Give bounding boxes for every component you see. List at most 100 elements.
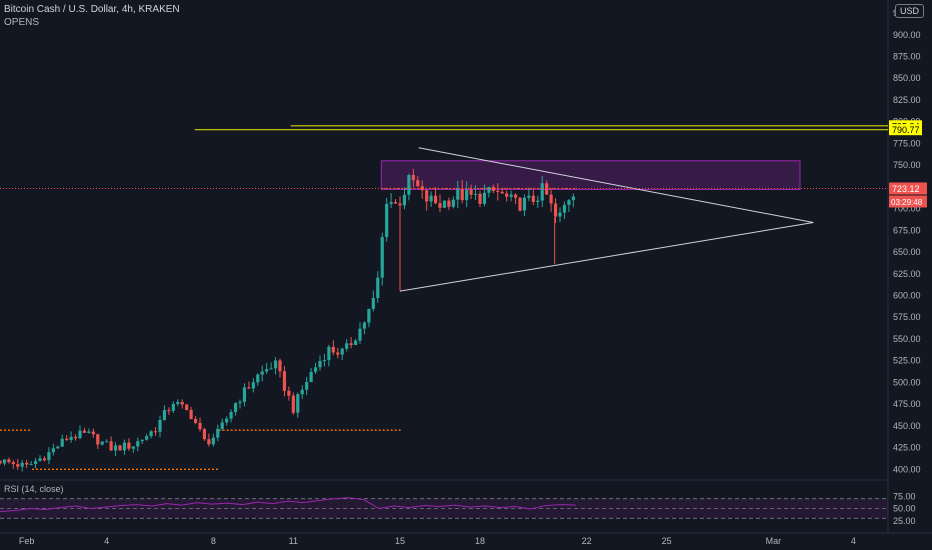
candle-body — [25, 462, 29, 465]
candle-body — [291, 395, 295, 413]
candle-body — [531, 195, 535, 203]
candle-body — [265, 369, 269, 372]
candle-body — [300, 389, 304, 395]
candle-body — [56, 446, 60, 449]
candle-body — [513, 194, 518, 198]
resistance-zone — [380, 160, 801, 190]
candle-body — [251, 382, 255, 389]
candle-body — [65, 438, 69, 440]
candle-body — [247, 387, 251, 389]
candle-body — [109, 441, 113, 451]
candle-body — [167, 410, 171, 412]
candle-body — [447, 200, 451, 207]
candle-body — [33, 461, 38, 464]
candle-body — [2, 459, 7, 464]
currency-button[interactable]: USD — [894, 4, 924, 18]
y-tick-label: 425.00 — [893, 443, 921, 453]
candle-body — [473, 193, 478, 195]
candle-body — [185, 404, 189, 411]
candle-body — [469, 189, 473, 195]
x-tick-label: 4 — [104, 536, 109, 546]
x-tick-label: Feb — [19, 536, 35, 546]
candle-body — [340, 348, 344, 355]
x-tick-label: Mar — [766, 536, 782, 546]
y-tick-label: 700.00 — [893, 204, 921, 214]
symmetrical-triangle — [399, 147, 814, 292]
candle-body — [553, 203, 558, 217]
chart-title: Bitcoin Cash / U.S. Dollar, 4h, KRAKEN — [4, 4, 180, 15]
y-tick-label: 525.00 — [893, 356, 921, 366]
candle-body — [518, 197, 522, 211]
candle-body — [149, 431, 153, 437]
y-tick-label: 825.00 — [893, 95, 921, 105]
candle-body — [47, 452, 51, 461]
candle-body — [407, 174, 411, 195]
candle-body — [327, 346, 331, 361]
y-tick-label: 750.00 — [893, 160, 921, 170]
candle-body — [198, 422, 202, 430]
y-tick-label: 875.00 — [893, 51, 921, 61]
candle-body — [162, 410, 167, 421]
candle-body — [7, 459, 11, 463]
x-tick-label: 22 — [582, 536, 592, 546]
candle-body — [567, 200, 571, 205]
candle-body — [345, 343, 349, 349]
candle-body — [558, 212, 562, 217]
candle-body — [425, 190, 429, 202]
candle-body — [171, 403, 175, 411]
candle-body — [460, 189, 464, 201]
candle-body — [416, 180, 420, 187]
candle-body — [11, 462, 15, 465]
x-tick-label: 11 — [289, 536, 298, 546]
candle-body — [500, 191, 504, 194]
candle-body — [358, 328, 362, 341]
candle-body — [176, 401, 180, 404]
y-tick-label: 575.00 — [893, 312, 921, 322]
candle-body — [91, 431, 95, 435]
x-tick-label: 15 — [395, 536, 405, 546]
candle-body — [389, 202, 393, 204]
candle-body — [105, 441, 109, 443]
candle-body — [478, 193, 482, 204]
countdown-value: 03:29:48 — [891, 198, 923, 207]
candle-body — [385, 203, 389, 238]
candle-body — [87, 431, 91, 433]
y-tick-label: 600.00 — [893, 290, 921, 300]
candle-body — [242, 387, 247, 402]
candle-body — [229, 412, 233, 419]
candle-body — [278, 360, 282, 372]
rsi-tick-label: 25.00 — [893, 516, 916, 526]
candle-body — [331, 346, 335, 353]
candle-body — [420, 186, 424, 191]
candle-body — [20, 462, 24, 467]
candle-body — [127, 442, 131, 449]
candle-body — [429, 195, 433, 202]
y-tick-label: 675.00 — [893, 225, 921, 235]
candle-body — [505, 193, 509, 197]
candle-body — [336, 352, 340, 355]
candle-body — [549, 194, 553, 204]
candle-body — [393, 202, 398, 204]
candle-body — [509, 194, 513, 197]
candle-body — [376, 277, 380, 298]
y-tick-label: 500.00 — [893, 377, 921, 387]
candle-body — [113, 445, 118, 451]
x-tick-label: 8 — [211, 536, 216, 546]
candle-body — [402, 194, 407, 206]
candle-body — [0, 460, 2, 464]
last-price-value: 723.12 — [892, 184, 920, 194]
candle-body — [233, 403, 238, 413]
countdown-tag — [889, 195, 927, 208]
y-tick-label: 450.00 — [893, 421, 921, 431]
y-tick-label: 650.00 — [893, 247, 921, 257]
y-tick-label: 475.00 — [893, 399, 921, 409]
horizontal-level-tag — [889, 124, 922, 136]
opens-indicator-label: OPENS — [4, 17, 40, 28]
candle-body — [273, 360, 278, 369]
rsi-tick-label: 50.00 — [893, 504, 916, 514]
candle-body — [571, 196, 575, 201]
x-tick-label: 18 — [475, 536, 485, 546]
candle-body — [442, 200, 447, 208]
